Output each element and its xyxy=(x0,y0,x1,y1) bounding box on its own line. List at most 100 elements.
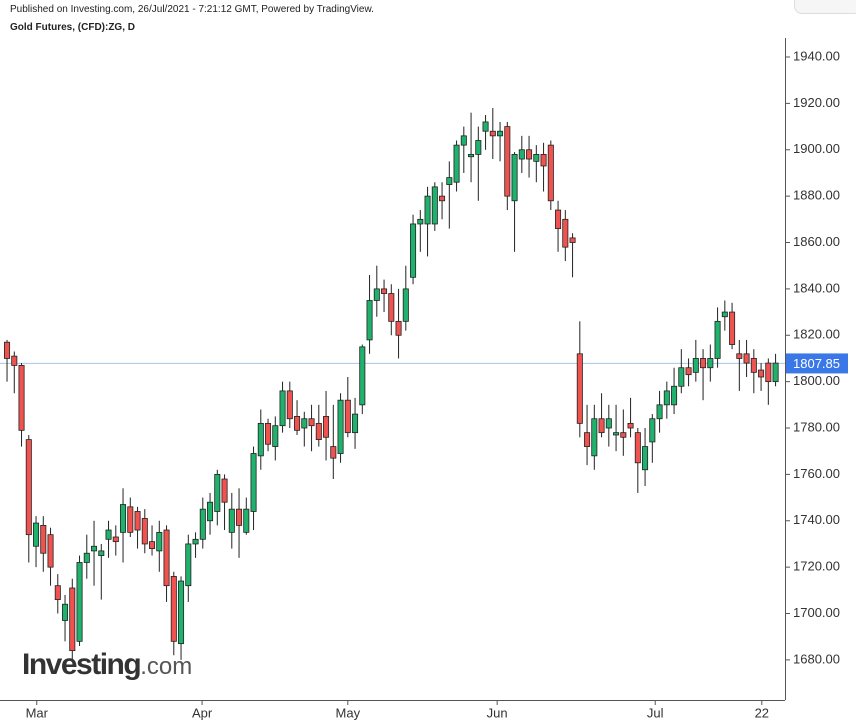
candle-body xyxy=(352,413,359,434)
y-tick-label: 1760.00 xyxy=(793,466,840,481)
candle-body xyxy=(533,154,540,162)
x-tick-label: Jul xyxy=(647,705,664,720)
candle-body xyxy=(482,121,489,132)
y-tick-label: 1820.00 xyxy=(793,327,840,342)
candle-body xyxy=(504,126,511,197)
y-tick-label: 1780.00 xyxy=(793,419,840,434)
candle-body xyxy=(76,562,83,642)
candle-body xyxy=(736,353,743,359)
watermark-brand: Investing xyxy=(22,648,142,681)
candle-body xyxy=(678,367,685,387)
x-tick-label: Apr xyxy=(192,705,213,720)
candle-body xyxy=(439,195,446,202)
candle-body xyxy=(91,545,98,552)
candle-body xyxy=(721,311,728,318)
candle-body xyxy=(69,587,76,652)
candle-body xyxy=(576,353,583,424)
candle-body xyxy=(453,144,460,183)
y-tick-label: 1800.00 xyxy=(793,373,840,388)
candle-body xyxy=(294,416,301,431)
candle-body xyxy=(286,390,293,420)
candle-body xyxy=(605,418,612,429)
candle-body xyxy=(446,177,453,185)
candle-body xyxy=(221,478,228,503)
published-note: Published on Investing.com, 26/Jul/2021 … xyxy=(10,4,374,15)
candle-body xyxy=(410,223,417,278)
y-tick-label: 1860.00 xyxy=(793,234,840,249)
x-tick-label: Jun xyxy=(487,705,508,720)
candle-body xyxy=(656,404,663,420)
y-tick-label: 1880.00 xyxy=(793,188,840,203)
candle-body xyxy=(547,144,554,202)
candle-body xyxy=(692,358,699,373)
candle-body xyxy=(540,154,547,167)
candle-body xyxy=(743,353,750,364)
candle-body xyxy=(613,432,620,436)
x-tick-label: 22 xyxy=(755,705,769,720)
candle-body xyxy=(337,399,344,454)
y-tick-label: 1840.00 xyxy=(793,280,840,295)
candle-body xyxy=(170,576,177,642)
candle-body xyxy=(468,154,475,158)
candle-body xyxy=(620,432,627,438)
candle-body xyxy=(518,149,525,160)
last-price-tag-box xyxy=(786,353,848,374)
y-tick-label: 1740.00 xyxy=(793,512,840,527)
candle-body xyxy=(228,508,235,533)
candle-body xyxy=(112,536,119,543)
candle-body xyxy=(134,511,141,531)
candle-body xyxy=(489,130,496,137)
candle-body xyxy=(642,446,649,471)
y-tick-label: 1900.00 xyxy=(793,141,840,156)
candle-body xyxy=(301,418,308,429)
candle-body xyxy=(257,422,264,457)
candle-body xyxy=(758,369,765,378)
candle-body xyxy=(431,186,438,225)
candle-body xyxy=(460,135,467,146)
candle-body xyxy=(62,603,69,621)
x-tick-label: May xyxy=(336,705,361,720)
candle-body xyxy=(344,399,351,434)
candle-body xyxy=(511,154,518,202)
candle-body xyxy=(163,529,170,587)
candle-body xyxy=(315,422,322,441)
y-tick-label: 1680.00 xyxy=(793,651,840,666)
candle-body xyxy=(4,341,11,359)
y-tick-label: 1720.00 xyxy=(793,559,840,574)
candle-body xyxy=(569,237,576,243)
candle-body xyxy=(381,288,388,294)
candle-body xyxy=(265,422,272,445)
candle-body xyxy=(685,367,692,376)
candle-body xyxy=(750,358,757,373)
candle-body xyxy=(98,550,105,556)
candle-body xyxy=(330,446,337,459)
candle-body xyxy=(120,504,127,533)
corner-decoration xyxy=(794,0,856,14)
x-tick-label: Mar xyxy=(26,705,49,720)
candle-body xyxy=(178,580,185,645)
candle-body xyxy=(497,130,504,137)
candle-body xyxy=(83,552,90,563)
candle-body xyxy=(236,508,243,526)
candle-body xyxy=(279,390,286,427)
candle-body xyxy=(663,390,670,406)
candle-body xyxy=(417,218,424,225)
candle-body xyxy=(359,346,366,406)
candle-body xyxy=(584,432,591,447)
candle-body xyxy=(54,585,61,600)
candle-body xyxy=(772,362,779,383)
candle-body xyxy=(149,541,156,549)
y-tick-label: 1920.00 xyxy=(793,95,840,110)
candle-body xyxy=(156,531,163,552)
candle-body xyxy=(714,320,721,359)
candle-body xyxy=(272,425,279,447)
candle-body xyxy=(707,358,714,369)
candle-body xyxy=(373,288,380,301)
y-tick-label: 1700.00 xyxy=(793,605,840,620)
candle-body xyxy=(40,524,47,554)
candle-body xyxy=(765,362,772,383)
candle-body xyxy=(591,418,598,457)
candle-body xyxy=(214,473,221,512)
chart-title: Gold Futures, (CFD):ZG, D xyxy=(10,22,135,33)
